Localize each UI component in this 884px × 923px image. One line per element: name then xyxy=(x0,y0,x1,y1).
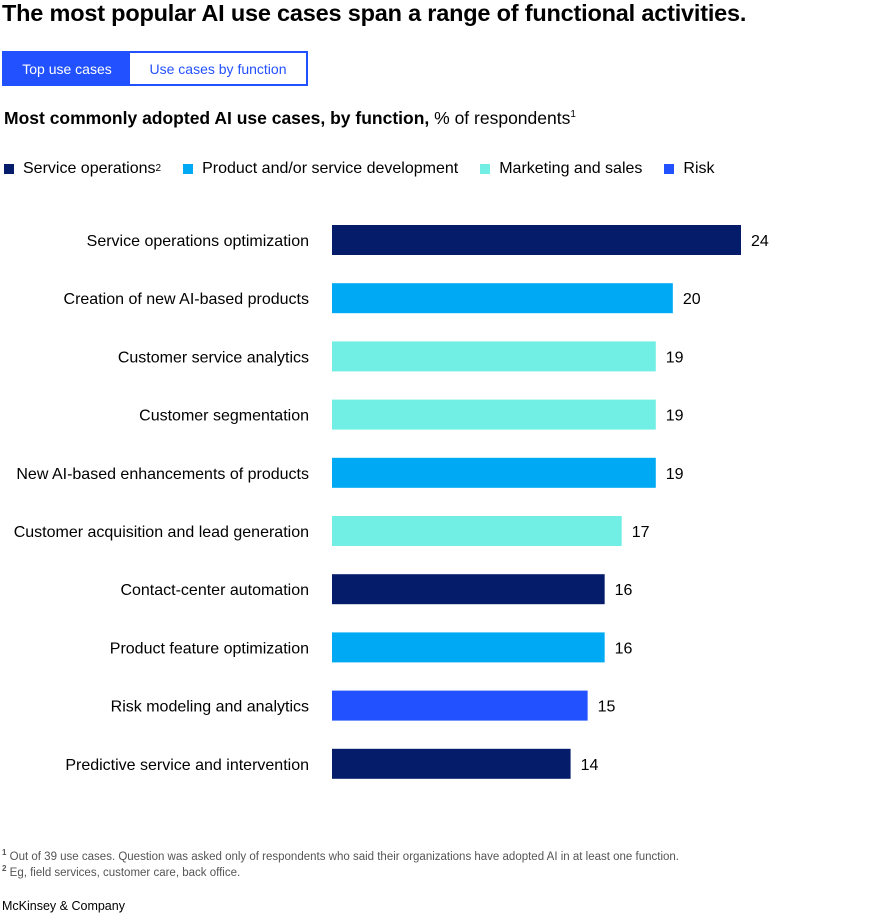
category-label: Predictive service and intervention xyxy=(65,757,309,774)
bar-value-label: 19 xyxy=(666,466,684,483)
footnote-2: 2 Eg, field services, customer care, bac… xyxy=(2,865,679,881)
bar-value-label: 14 xyxy=(581,757,599,774)
category-label: Customer acquisition and lead generation xyxy=(14,524,309,541)
legend-label: Service operations xyxy=(23,160,156,177)
tab-top-use-cases[interactable]: Top use cases xyxy=(4,53,130,84)
legend-label: Marketing and sales xyxy=(499,160,643,177)
subtitle-footnote-ref: 1 xyxy=(570,109,576,121)
subtitle-bold: Most commonly adopted AI use cases, by f… xyxy=(4,108,430,128)
legend-swatch-service-operations xyxy=(4,164,14,174)
legend-item-risk: Risk xyxy=(664,160,715,178)
category-label: Customer segmentation xyxy=(139,408,309,425)
bar-value-label: 16 xyxy=(615,640,633,657)
footnote-1-text: Out of 39 use cases. Question was asked … xyxy=(9,851,679,863)
bar-value-label: 19 xyxy=(666,408,684,425)
category-label: Contact-center automation xyxy=(120,582,309,599)
legend-item-marketing-sales: Marketing and sales xyxy=(480,160,642,178)
legend-label: Risk xyxy=(683,160,715,177)
footnote-1: 1 Out of 39 use cases. Question was aske… xyxy=(2,849,679,865)
category-label: Customer service analytics xyxy=(118,349,309,366)
chart-headline: The most popular AI use cases span a ran… xyxy=(2,0,747,26)
category-label: Service operations optimization xyxy=(87,233,309,250)
bar xyxy=(332,632,605,663)
footnote-2-text: Eg, field services, customer care, back … xyxy=(9,867,241,879)
bar xyxy=(332,748,571,779)
bar-value-label: 16 xyxy=(615,582,633,599)
chart-legend: Service operations 2 Product and/or servi… xyxy=(4,160,737,178)
chart-subtitle: Most commonly adopted AI use cases, by f… xyxy=(4,108,576,129)
bar xyxy=(332,457,656,488)
category-label: New AI-based enhancements of products xyxy=(16,466,309,483)
bar-value-label: 19 xyxy=(666,349,684,366)
category-label: Risk modeling and analytics xyxy=(111,699,309,716)
legend-swatch-product-development xyxy=(183,164,194,174)
tab-bar: Top use cases Use cases by function xyxy=(2,51,308,86)
brand-label: McKinsey & Company xyxy=(2,899,125,913)
category-label: Product feature optimization xyxy=(110,640,309,657)
bar xyxy=(332,690,588,721)
legend-item-product-development: Product and/or service development xyxy=(183,160,458,178)
legend-label: Product and/or service development xyxy=(202,160,459,177)
bar xyxy=(332,516,622,546)
bar xyxy=(332,399,656,430)
footnote-1-ref: 1 xyxy=(2,848,7,858)
bar-value-label: 15 xyxy=(598,699,616,716)
bar xyxy=(332,574,605,605)
bar-value-label: 24 xyxy=(751,233,769,250)
legend-item-service-operations: Service operations 2 xyxy=(4,160,161,178)
bar-value-label: 17 xyxy=(632,524,650,541)
bar xyxy=(332,283,673,314)
bar xyxy=(332,341,656,372)
footnote-2-ref: 2 xyxy=(2,864,7,874)
legend-swatch-marketing-sales xyxy=(480,164,491,174)
legend-swatch-risk xyxy=(664,164,675,174)
footnotes: 1 Out of 39 use cases. Question was aske… xyxy=(2,849,679,881)
bar xyxy=(332,225,741,255)
tab-use-cases-by-function[interactable]: Use cases by function xyxy=(130,53,306,84)
category-label: Creation of new AI-based products xyxy=(64,291,309,308)
bar-value-label: 20 xyxy=(683,291,701,308)
subtitle-unit: % of respondents xyxy=(434,108,571,128)
